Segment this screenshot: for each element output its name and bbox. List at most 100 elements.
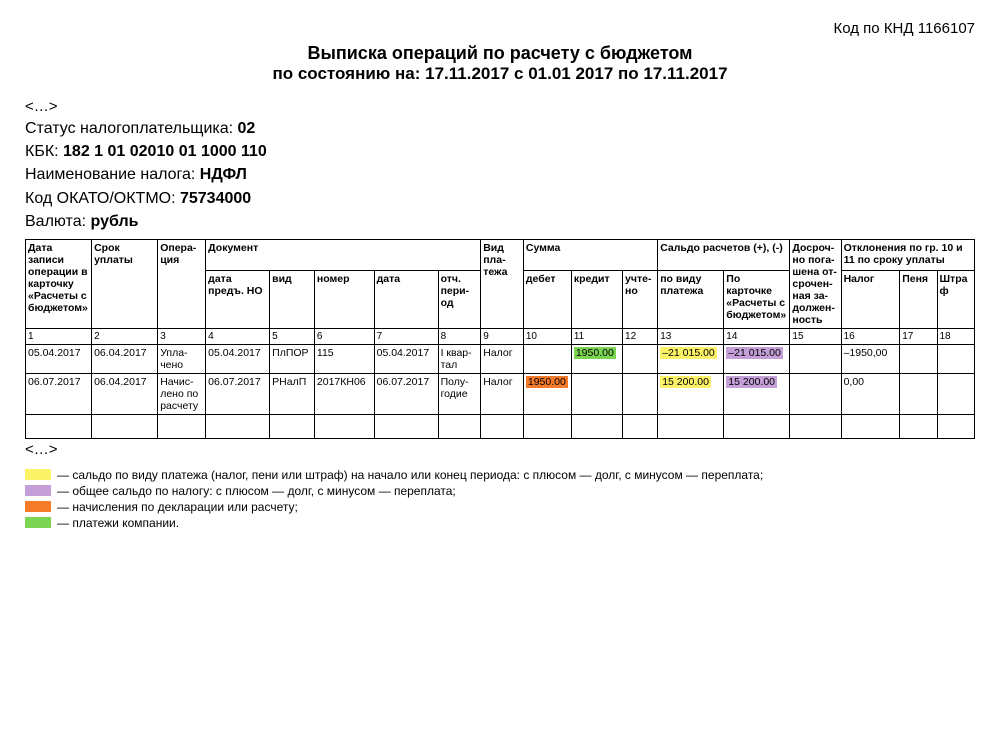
colnum-cell: 2: [92, 328, 158, 344]
swatch-green: [25, 517, 51, 528]
cell: 06.04.2017: [92, 373, 158, 414]
cell: Налог: [481, 373, 524, 414]
cell: ПлПОР: [270, 344, 315, 373]
cell: [270, 414, 315, 438]
okato-val: 75734000: [180, 190, 251, 207]
cell: [481, 414, 524, 438]
legend-row-orange: — начисления по декларации или расчету;: [25, 500, 975, 514]
cell: [790, 344, 841, 373]
h-c7: дата: [374, 271, 438, 329]
colnum-cell: 9: [481, 328, 524, 344]
cell: 06.07.2017: [206, 373, 270, 414]
cell: [438, 414, 481, 438]
cell: [790, 414, 841, 438]
cell: [937, 344, 975, 373]
cell: [900, 414, 937, 438]
cell: [937, 373, 975, 414]
colnum-cell: 7: [374, 328, 438, 344]
cell: [206, 414, 270, 438]
cell: –1950,00: [841, 344, 900, 373]
cell: 05.04.2017: [374, 344, 438, 373]
cell: Упла­чено: [158, 344, 206, 373]
h-c10: дебет: [523, 271, 571, 329]
ellipsis-top: <…>: [25, 98, 975, 115]
colnum-cell: 12: [623, 328, 658, 344]
colnum-cell: 6: [314, 328, 374, 344]
main-table: Дата записи операции в карточку «Расчеты…: [25, 239, 975, 439]
cell: 1950.00: [523, 373, 571, 414]
cell: I квар­тал: [438, 344, 481, 373]
cell: Налог: [481, 344, 524, 373]
cell: [523, 414, 571, 438]
cell: РНалП: [270, 373, 315, 414]
legend-text-3: — начисления по декларации или расчету;: [57, 500, 298, 514]
blank-row: [26, 414, 975, 438]
cell: [790, 373, 841, 414]
h-c11: кредит: [571, 271, 622, 329]
colnum-cell: 17: [900, 328, 937, 344]
legend-row-yellow: — сальдо по виду платежа (налог, пени ил…: [25, 468, 975, 482]
cell: [571, 414, 622, 438]
cell: [937, 414, 975, 438]
colnum-cell: 14: [724, 328, 790, 344]
h-saldo-group: Сальдо расчетов (+), (-): [658, 239, 790, 270]
cell: Начис­лено по рас­чету: [158, 373, 206, 414]
knd-code: Код по КНД 1166107: [25, 20, 975, 37]
h-c9: Вид пла­тежа: [481, 239, 524, 328]
h-c14: По карточке «Расчеты с бюдже­том»: [724, 271, 790, 329]
h-doc-group: Документ: [206, 239, 481, 270]
cell: 06.07.2017: [374, 373, 438, 414]
h-c1: Дата записи операции в карточку «Расчеты…: [26, 239, 92, 328]
cell: –21 015.00: [658, 344, 724, 373]
cell: [314, 414, 374, 438]
cell: 05.04.2017: [26, 344, 92, 373]
cell: [158, 414, 206, 438]
colnum-row: 123456789101112131415161718: [26, 328, 975, 344]
colnum-cell: 13: [658, 328, 724, 344]
h-c17: Пеня: [900, 271, 937, 329]
cell: [26, 414, 92, 438]
h-c12: уч­те­но: [623, 271, 658, 329]
h-c5: вид: [270, 271, 315, 329]
table-body: 05.04.201706.04.2017Упла­чено05.04.2017П…: [26, 344, 975, 438]
legend-row-green: — платежи компании.: [25, 516, 975, 530]
status-val: 02: [238, 120, 256, 137]
cell: 06.07.2017: [26, 373, 92, 414]
h-c2: Срок уплаты: [92, 239, 158, 328]
h-c16: Налог: [841, 271, 900, 329]
cell: 0,00: [841, 373, 900, 414]
h-dev-group: Отклонения по гр. 10 и 11 по сроку уплат…: [841, 239, 974, 270]
tax-val: НДФЛ: [200, 166, 247, 183]
cell: [374, 414, 438, 438]
colnum-cell: 1: [26, 328, 92, 344]
title-block: Выписка операций по расчету с бюджетом п…: [25, 43, 975, 84]
colnum-cell: 16: [841, 328, 900, 344]
legend: — сальдо по виду платежа (налог, пени ил…: [25, 468, 975, 530]
cell: [571, 373, 622, 414]
cell: [523, 344, 571, 373]
kbk-label: КБК:: [25, 143, 63, 160]
cell: 05.04.2017: [206, 344, 270, 373]
cell: [841, 414, 900, 438]
cell: [658, 414, 724, 438]
colnum-cell: 5: [270, 328, 315, 344]
cell: [900, 373, 937, 414]
kbk-val: 182 1 01 02010 01 1000 110: [63, 143, 267, 160]
cell: 15 200.00: [724, 373, 790, 414]
ellipsis-bottom: <…>: [25, 441, 975, 458]
cell: 1950.00: [571, 344, 622, 373]
cell: [623, 344, 658, 373]
cell: [92, 414, 158, 438]
colnum-cell: 8: [438, 328, 481, 344]
h-c15: До­сроч­но пога­шена от­сро­чен­ная за­д…: [790, 239, 841, 328]
table-row: 05.04.201706.04.2017Упла­чено05.04.2017П…: [26, 344, 975, 373]
info-block: Статус налогоплательщика: 02 КБК: 182 1 …: [25, 117, 975, 233]
okato-label: Код ОКАТО/ОКТМО:: [25, 190, 180, 207]
cell: –21 015.00: [724, 344, 790, 373]
table-row: 06.07.201706.04.2017Начис­лено по рас­че…: [26, 373, 975, 414]
legend-text-1: — сальдо по виду платежа (налог, пени ил…: [57, 468, 763, 482]
swatch-yellow: [25, 469, 51, 480]
legend-text-4: — платежи компании.: [57, 516, 179, 530]
cell: 15 200.00: [658, 373, 724, 414]
title-line1: Выписка операций по расчету с бюджетом: [25, 43, 975, 64]
